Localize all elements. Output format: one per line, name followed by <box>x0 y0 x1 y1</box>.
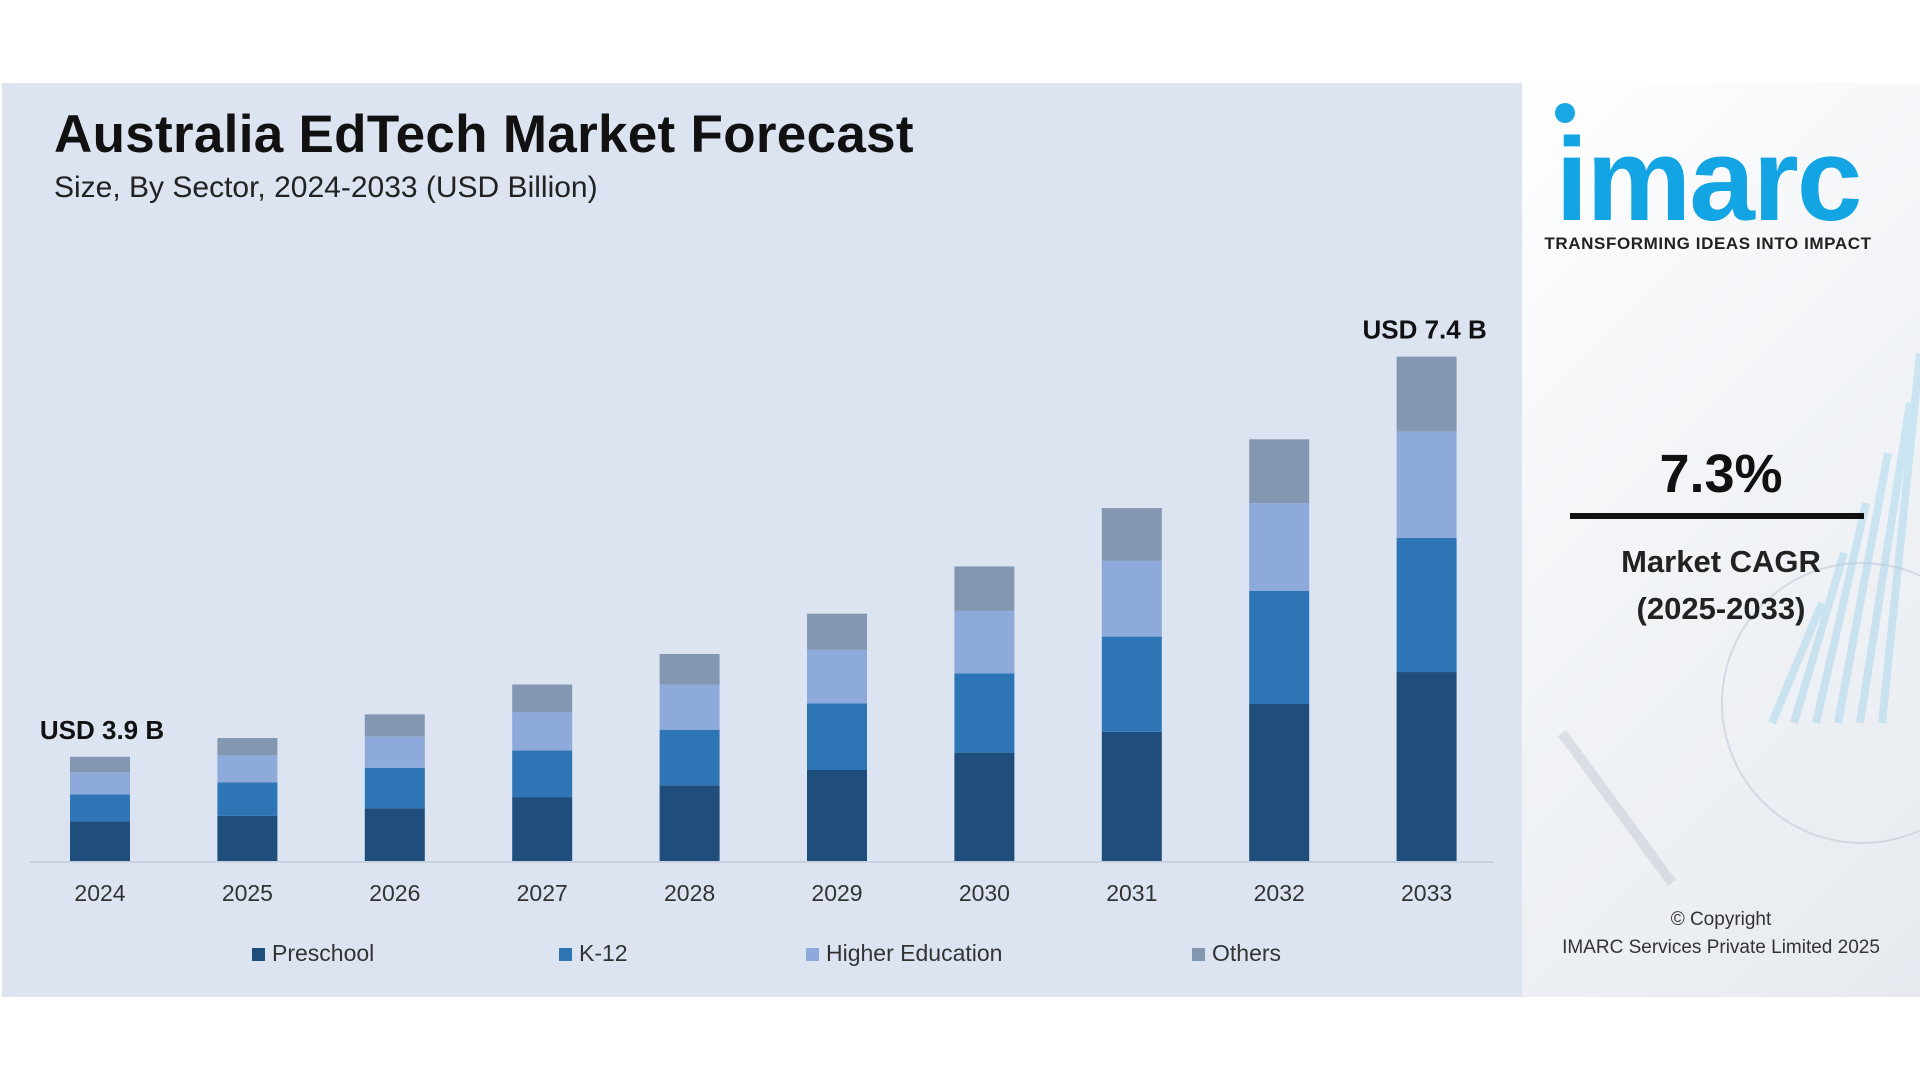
chart-title: Australia EdTech Market Forecast <box>54 105 914 164</box>
bar-2025-higher-education <box>217 755 278 783</box>
bar-2027-others <box>512 684 573 713</box>
background-chart-decoration <box>1557 352 1920 886</box>
chart-panel: 2024 2025 2026 2027 2028 2029 2030 2031 2032 2033… <box>2 83 1522 997</box>
legend-swatch-others <box>1192 948 1205 961</box>
bar-2026-higher-education <box>364 736 425 768</box>
bar-2031-higher-education <box>1101 560 1162 637</box>
copyright-line-1: © Copyright <box>1670 909 1772 930</box>
bar-2024-higher-education <box>70 772 130 795</box>
cagr-divider <box>1570 513 1864 519</box>
bar-2029-k-12 <box>807 703 867 770</box>
x-tick-label: 2027 <box>517 880 568 906</box>
bar-2029-others <box>807 613 867 650</box>
bar-2032-k-12 <box>1249 590 1310 704</box>
x-tick-label: 2033 <box>1401 880 1452 906</box>
bar-2030-k-12 <box>954 673 1015 753</box>
x-tick-label: 2029 <box>811 880 862 906</box>
legend-label-preschool: Preschool <box>272 940 374 966</box>
bar-2032-higher-education <box>1249 503 1310 591</box>
bar-2027-higher-education <box>512 712 573 751</box>
bar-2024-others <box>70 756 130 773</box>
legend-swatch-preschool <box>252 948 265 961</box>
x-tick-label: 2025 <box>222 880 273 906</box>
cagr-label-text: Market CAGR <box>1621 544 1821 579</box>
bar-2033-preschool <box>1396 672 1457 861</box>
legend-label-k-12: K-12 <box>579 940 628 966</box>
bar-2031-k-12 <box>1101 636 1162 732</box>
imarc-logo: imarc <box>1555 114 1863 246</box>
x-tick-label: 2024 <box>74 880 125 906</box>
bar-2024-preschool <box>70 821 130 861</box>
bar-2026-k-12 <box>364 767 425 809</box>
chart-plot: 2024 2025 2026 2027 2028 2029 2030 2031 2032 2033… <box>30 315 1494 966</box>
legend-label-higher-education: Higher Education <box>826 940 1002 966</box>
bar-2033-higher-education <box>1396 431 1457 538</box>
bar-2033-k-12 <box>1396 537 1457 673</box>
cagr-value: 7.3% <box>1659 444 1783 504</box>
x-tick-label: 2030 <box>959 880 1010 906</box>
bar-2032-preschool <box>1249 703 1310 861</box>
legend-swatch-k-12 <box>559 948 572 961</box>
copyright: © Copyright IMARC Services Private Limit… <box>1522 906 1920 961</box>
bar-2032-others <box>1249 439 1310 504</box>
bar-2028-preschool <box>659 785 720 861</box>
bar-2030-higher-education <box>954 610 1015 674</box>
legend-swatch-higher-education <box>806 948 819 961</box>
legend-label-others: Others <box>1212 940 1281 966</box>
logo-dot <box>1555 103 1575 123</box>
x-tick-label: 2028 <box>664 880 715 906</box>
bar-2027-preschool <box>512 797 573 861</box>
bar-2029-higher-education <box>807 649 867 704</box>
bar-2031-preschool <box>1101 731 1162 861</box>
x-tick-label: 2026 <box>369 880 420 906</box>
total-label-2033: USD 7.4 B <box>1362 315 1486 345</box>
bar-2033-others <box>1396 356 1457 432</box>
bar-2030-others <box>954 566 1015 611</box>
bar-2031-others <box>1101 508 1162 561</box>
bar-2028-k-12 <box>659 729 720 786</box>
logo-tagline: TRANSFORMING IDEAS INTO IMPACT <box>1544 234 1872 253</box>
total-label-2024: USD 3.9 B <box>40 715 164 745</box>
cagr-period: (2025-2033) <box>1636 590 1806 626</box>
bar-2026-others <box>364 714 425 737</box>
bar-2025-k-12 <box>217 782 278 816</box>
bar-2028-others <box>659 653 720 685</box>
bar-2025-others <box>217 738 278 756</box>
bar-2030-preschool <box>954 752 1015 861</box>
side-panel: imarc TRANSFORMING IDEAS INTO IMPACT 7.3… <box>1522 83 1920 997</box>
bar-2026-preschool <box>364 808 425 861</box>
chart-subtitle: Size, By Sector, 2024-2033 (USD Billion) <box>54 171 598 204</box>
cagr-label: Market CAGR (2025-2033) <box>1522 539 1920 632</box>
bar-2025-preschool <box>217 815 278 861</box>
bar-2028-higher-education <box>659 684 720 730</box>
x-tick-label: 2031 <box>1106 880 1157 906</box>
x-tick-label: 2032 <box>1254 880 1305 906</box>
copyright-line-2: IMARC Services Private Limited 2025 <box>1562 936 1880 958</box>
bar-2029-preschool <box>807 769 867 861</box>
bar-2024-k-12 <box>70 794 130 822</box>
bar-2027-k-12 <box>512 750 573 798</box>
